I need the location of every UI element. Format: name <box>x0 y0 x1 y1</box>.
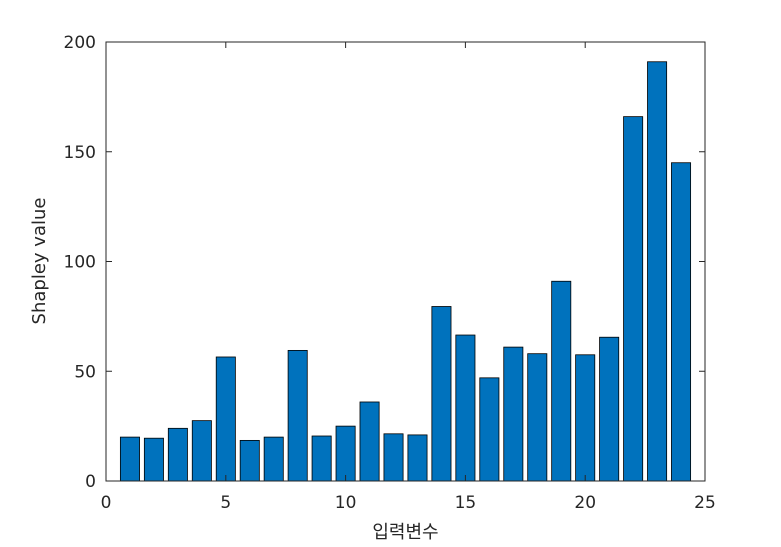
bar-14 <box>431 306 452 482</box>
bar-7 <box>263 436 284 482</box>
x-tick-label-5: 5 <box>220 493 231 513</box>
x-tick-label-10: 10 <box>335 493 357 513</box>
x-tick-label-25: 25 <box>694 493 716 513</box>
bar-13 <box>407 434 428 482</box>
x-axis-label: 입력변수 <box>372 522 438 543</box>
bar-2 <box>143 437 164 482</box>
bar-9 <box>311 435 332 482</box>
bar-22 <box>623 116 644 482</box>
y-tick-label-200: 200 <box>64 33 96 53</box>
bar-12 <box>383 433 404 482</box>
bar-16 <box>479 377 500 482</box>
x-tick-label-0: 0 <box>101 493 112 513</box>
bar-21 <box>599 336 620 482</box>
bar-8 <box>287 349 308 482</box>
bar-17 <box>503 346 524 482</box>
bar-18 <box>527 353 548 482</box>
bar-1 <box>119 436 140 482</box>
bar-5 <box>215 356 236 482</box>
y-axis-label: Shapley value <box>29 198 50 325</box>
bar-10 <box>335 425 356 482</box>
y-tick-label-100: 100 <box>64 253 96 273</box>
bar-23 <box>647 61 668 482</box>
y-tick-label-150: 150 <box>64 143 96 163</box>
y-tick-label-50: 50 <box>74 362 96 382</box>
y-tick-label-0: 0 <box>85 472 96 492</box>
bars-group <box>119 61 692 482</box>
bar-15 <box>455 334 476 482</box>
bar-6 <box>239 439 260 482</box>
ticks-group: 0 5 10 15 20 25 0 50 100 150 200 <box>64 33 716 513</box>
bar-19 <box>551 280 572 482</box>
bar-4 <box>191 420 212 482</box>
bar-24 <box>671 162 692 482</box>
bar-3 <box>167 427 188 482</box>
x-tick-label-15: 15 <box>455 493 477 513</box>
bar-20 <box>575 354 596 482</box>
x-tick-label-20: 20 <box>574 493 596 513</box>
bar-11 <box>359 401 380 482</box>
